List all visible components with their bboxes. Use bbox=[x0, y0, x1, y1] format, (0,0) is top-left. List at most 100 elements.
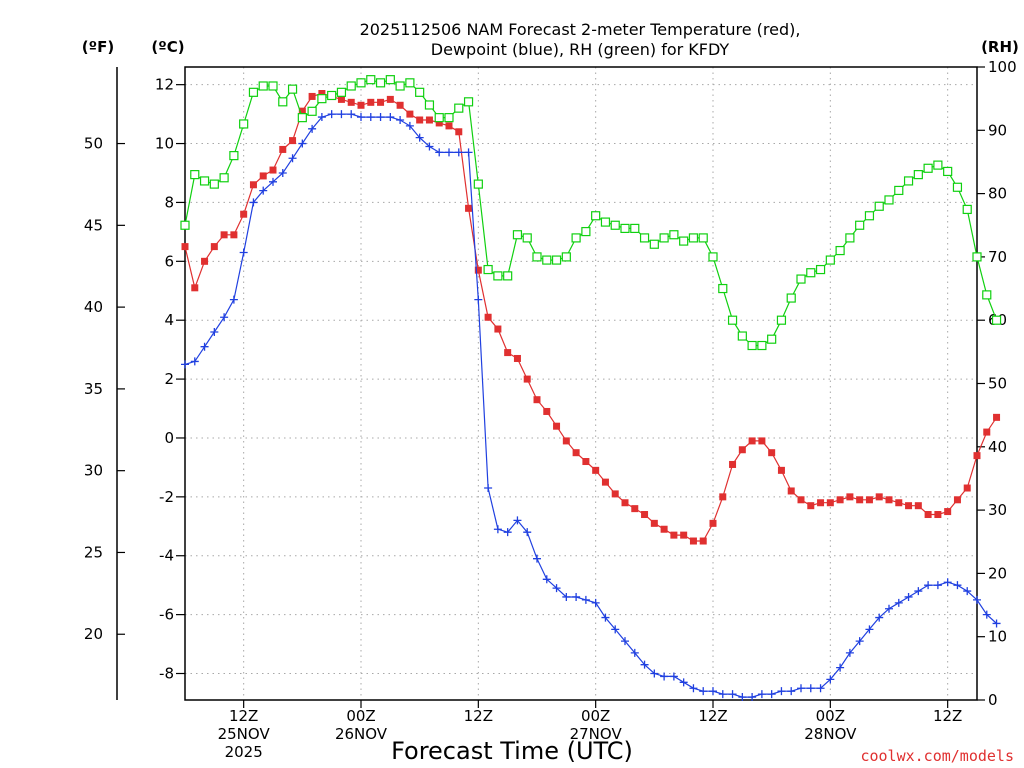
temperature-point bbox=[865, 496, 873, 504]
dewpoint-point bbox=[259, 186, 268, 195]
dewpoint-point bbox=[425, 142, 434, 151]
temperature-point bbox=[885, 496, 893, 504]
dewpoint-point bbox=[806, 684, 815, 693]
rh-point bbox=[620, 223, 630, 234]
dewpoint-point bbox=[738, 693, 747, 702]
temperature-point bbox=[944, 508, 952, 516]
data-series bbox=[180, 75, 1002, 702]
rh-point bbox=[718, 283, 728, 294]
rh-point bbox=[229, 151, 239, 161]
dewpoint-point bbox=[327, 110, 336, 119]
x-axis-title: Forecast Time (UTC) bbox=[391, 737, 633, 765]
dewpoint-point bbox=[767, 690, 776, 699]
rh-point bbox=[317, 94, 327, 104]
rh-point bbox=[649, 239, 659, 249]
temperature-point bbox=[474, 266, 482, 274]
dewpoint-point bbox=[513, 516, 522, 525]
temperature-point bbox=[768, 449, 776, 457]
dewpoint-point bbox=[220, 313, 229, 322]
celsius-tick-label: 12 bbox=[155, 76, 174, 94]
dewpoint-point bbox=[229, 295, 238, 304]
fahrenheit-tick-label: 40 bbox=[84, 298, 103, 316]
rh-point bbox=[571, 233, 581, 243]
rh-point bbox=[835, 245, 845, 256]
fahrenheit-unit-label: (ºF) bbox=[82, 38, 114, 56]
rh-point bbox=[473, 179, 483, 189]
rh-point bbox=[884, 195, 894, 205]
dewpoint-point bbox=[239, 248, 248, 257]
credit-text[interactable]: coolwx.com/models bbox=[860, 747, 1014, 765]
temperature-point bbox=[621, 499, 629, 507]
rh-point bbox=[591, 211, 601, 221]
dewpoint-point bbox=[650, 669, 659, 678]
rh-tick-label: 30 bbox=[988, 501, 1007, 519]
temperature-point bbox=[259, 172, 267, 180]
rh-point bbox=[336, 87, 347, 97]
temperature-point bbox=[484, 313, 492, 321]
rh-point bbox=[415, 87, 425, 97]
temperature-point bbox=[836, 496, 844, 504]
rh-point bbox=[219, 173, 229, 183]
dewpoint-point bbox=[904, 592, 913, 601]
dewpoint-point bbox=[611, 625, 620, 634]
temperature-point bbox=[425, 116, 433, 124]
dewpoint-point bbox=[376, 113, 385, 122]
dewpoint-point bbox=[269, 177, 277, 186]
temperature-point bbox=[729, 460, 737, 468]
dewpoint-point bbox=[640, 660, 649, 669]
rh-point bbox=[786, 293, 796, 303]
dewpoint-point bbox=[660, 672, 669, 681]
fahrenheit-tick-label: 30 bbox=[84, 462, 103, 480]
fahrenheit-tick-label: 45 bbox=[84, 216, 103, 234]
dewpoint-point bbox=[347, 110, 356, 119]
rh-point bbox=[287, 84, 298, 94]
temperature-point bbox=[592, 466, 600, 474]
temperature-point bbox=[572, 449, 580, 457]
temperature-point bbox=[611, 490, 619, 498]
temperature-point bbox=[249, 181, 257, 189]
dewpoint-point bbox=[493, 525, 502, 534]
rh-tick-label: 0 bbox=[988, 691, 998, 709]
temperature-point bbox=[435, 119, 443, 127]
x-tick-label: 12Z bbox=[464, 707, 493, 725]
rh-point bbox=[209, 179, 219, 189]
dewpoint-line bbox=[184, 113, 998, 698]
rh-point bbox=[405, 78, 415, 88]
rh-point bbox=[796, 274, 806, 284]
rh-point bbox=[825, 255, 835, 265]
temperature-point bbox=[347, 98, 355, 106]
temperature-point bbox=[983, 428, 991, 436]
rh-point bbox=[815, 264, 826, 275]
dewpoint-point bbox=[728, 690, 737, 699]
fahrenheit-tick-label: 20 bbox=[84, 625, 103, 643]
temperature-point bbox=[386, 95, 394, 103]
rh-point bbox=[698, 233, 708, 243]
rh-point bbox=[297, 113, 307, 123]
dewpoint-point bbox=[963, 587, 972, 596]
rh-point bbox=[972, 252, 982, 262]
x-tick-label: 00Z bbox=[346, 707, 375, 725]
temperature-point bbox=[210, 243, 218, 251]
dewpoint-point bbox=[484, 484, 493, 493]
dewpoint-point bbox=[552, 584, 561, 593]
dewpoint-point bbox=[464, 148, 473, 157]
temperature-point bbox=[513, 354, 521, 362]
temperature-point bbox=[357, 101, 365, 109]
temperature-point bbox=[367, 98, 375, 106]
x-tick-label: 12Z bbox=[229, 707, 258, 725]
temperature-point bbox=[758, 437, 766, 445]
temperature-point bbox=[406, 110, 414, 118]
temperature-point bbox=[846, 493, 854, 501]
rh-point bbox=[532, 252, 542, 262]
temperature-point bbox=[973, 452, 981, 460]
celsius-tick-label: -2 bbox=[159, 488, 174, 506]
rh-tick-label: 90 bbox=[988, 121, 1007, 139]
celsius-tick-label: 4 bbox=[164, 311, 174, 329]
rh-point bbox=[375, 78, 386, 88]
temperature-point bbox=[416, 116, 424, 124]
rh-point bbox=[630, 223, 640, 234]
dewpoint-point bbox=[797, 684, 805, 693]
rh-point bbox=[561, 252, 571, 262]
rh-point bbox=[933, 160, 943, 170]
rh-point bbox=[346, 81, 356, 91]
